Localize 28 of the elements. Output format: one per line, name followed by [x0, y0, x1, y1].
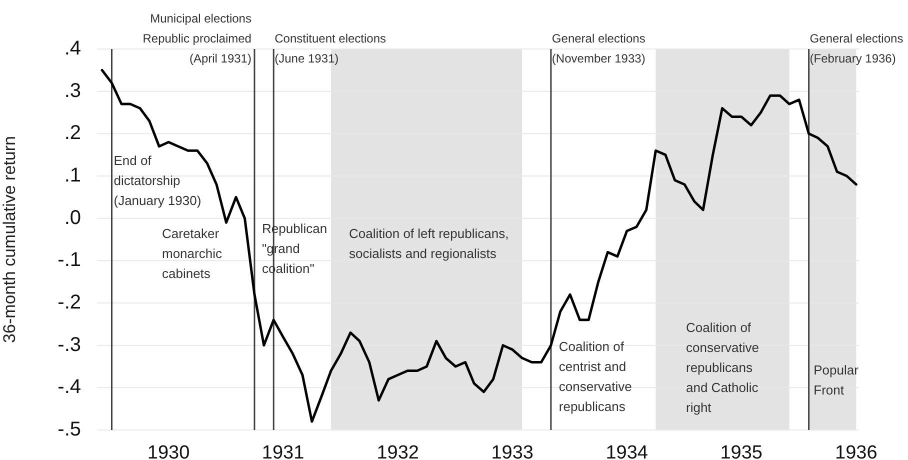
x-tick-label: 1935 — [720, 442, 762, 460]
y-tick-label: -.2 — [58, 292, 81, 314]
ref-line-label: General elections (November 1933) — [552, 31, 646, 66]
y-tick-label: -.4 — [58, 376, 81, 398]
x-tick-label: 1932 — [376, 442, 419, 460]
y-tick-label: .4 — [64, 38, 81, 60]
x-tick-label: 1930 — [147, 442, 190, 460]
annotation: Caretaker monarchic cabinets — [162, 226, 222, 282]
y-tick-label: -.1 — [58, 249, 81, 272]
annotation: Coalition of left republicans, socialists and regionalists — [349, 226, 509, 262]
annotation: Coalition of centrist and conservative republicans — [558, 339, 632, 414]
annotation: End of dictatorship (January 1930) — [114, 152, 202, 208]
y-tick-label: -.3 — [58, 334, 81, 356]
annotation: Popular Front — [814, 362, 860, 398]
y-tick-label: .1 — [64, 164, 81, 187]
ref-line-label: Constituent elections (June 1931) — [274, 31, 386, 66]
y-tick-label: -.5 — [58, 418, 81, 441]
y-tick-label: .0 — [64, 206, 81, 229]
x-tick-label: 1933 — [491, 442, 534, 460]
y-tick-label: .3 — [64, 80, 81, 102]
y-tick-label: .2 — [64, 122, 81, 144]
ref-line-label: Municipal elections Republic proclaimed (April 1931) — [142, 11, 252, 66]
x-tick-label: 1936 — [835, 442, 878, 460]
x-tick-label: 1934 — [606, 442, 648, 460]
x-tick-label: 1931 — [262, 442, 304, 460]
y-axis-title: 36-month cumulative return — [0, 136, 19, 343]
ref-line-label: General elections (February 1936) — [810, 31, 904, 66]
annotation: Coalition of conservative republicans and Catholic right — [686, 320, 759, 416]
